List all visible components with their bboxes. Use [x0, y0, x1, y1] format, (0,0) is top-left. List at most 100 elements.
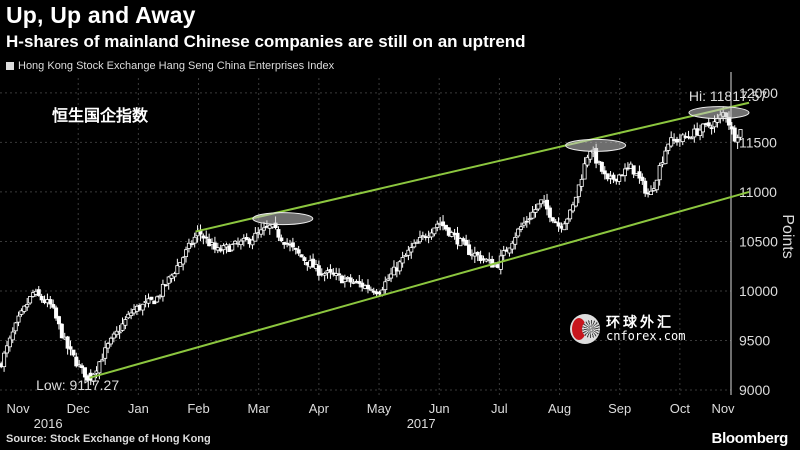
- x-tick-label: Jun: [429, 401, 450, 416]
- candle-body: [155, 296, 160, 303]
- candle-body: [51, 304, 56, 308]
- candle-body: [622, 168, 627, 177]
- candle-body: [82, 367, 87, 378]
- candle-body: [36, 289, 41, 296]
- candle-body: [4, 345, 9, 354]
- touch-highlight: [565, 138, 627, 152]
- candle-body: [299, 254, 304, 258]
- candle-body: [250, 239, 255, 246]
- candle-body: [700, 123, 705, 133]
- candle-body: [599, 161, 604, 172]
- candle-body: [160, 283, 165, 297]
- candle-body: [666, 143, 671, 151]
- candle-body: [140, 303, 145, 311]
- candle-body: [175, 265, 180, 275]
- candle-body: [311, 258, 316, 268]
- candle-body: [565, 218, 570, 224]
- x-tick-label: Nov: [711, 401, 735, 416]
- x-tick-label: Jan: [128, 401, 149, 416]
- candle-body: [415, 241, 420, 244]
- candle-body: [669, 137, 674, 147]
- candle-body: [573, 196, 578, 207]
- candle-body: [22, 305, 27, 312]
- candle-body: [643, 180, 648, 194]
- candle-body: [129, 312, 134, 316]
- candle-body: [521, 222, 526, 226]
- touch-highlight: [688, 106, 750, 120]
- candle-body: [290, 242, 295, 248]
- candle-body: [365, 284, 370, 290]
- x-tick-label: May: [367, 401, 392, 416]
- x-tick-label: Mar: [248, 401, 271, 416]
- candle-body: [556, 222, 561, 227]
- candle-body: [516, 228, 521, 237]
- y-tick-label: 11000: [739, 184, 777, 200]
- x-tick-label: Aug: [548, 401, 571, 416]
- candle-body: [39, 295, 44, 301]
- candle-body: [686, 136, 691, 139]
- candle-body: [403, 254, 408, 257]
- candle-body: [296, 249, 301, 254]
- candle-body: [409, 247, 414, 253]
- candle-body: [172, 273, 177, 278]
- x-tick-label: Oct: [670, 401, 691, 416]
- candle-body: [80, 365, 85, 368]
- candle-body: [383, 281, 388, 291]
- candle-body: [192, 236, 197, 244]
- candle-body: [337, 273, 342, 276]
- candle-body: [13, 322, 18, 332]
- candle-body: [108, 337, 113, 345]
- candle-body: [19, 310, 24, 315]
- candle-body: [360, 282, 365, 288]
- legend: Hong Kong Stock Exchange Hang Seng China…: [6, 60, 334, 72]
- x-year-label: 2016: [34, 416, 63, 431]
- candle-body: [524, 220, 529, 223]
- candle-body: [533, 209, 538, 213]
- index-label: 恒生国企指数: [52, 106, 149, 125]
- candle-body: [71, 349, 76, 356]
- candle-body: [204, 236, 209, 239]
- candle-body: [585, 156, 590, 166]
- candle-body: [368, 288, 373, 291]
- candle-body: [553, 221, 558, 224]
- y-tick-label: 11500: [739, 134, 777, 150]
- candle-body: [712, 121, 717, 128]
- candle-body: [149, 296, 154, 300]
- x-tick-label: Nov: [6, 401, 30, 416]
- extreme-annotation: Low: 9117.27: [36, 377, 119, 393]
- candle-body: [458, 238, 463, 247]
- candle-body: [56, 316, 61, 325]
- candle-body: [146, 298, 151, 304]
- candle-body: [120, 323, 125, 331]
- source-note: Source: Stock Exchange of Hong Kong: [6, 433, 211, 445]
- candle-body: [501, 250, 506, 256]
- candle-body: [166, 276, 171, 284]
- candle-body: [285, 242, 290, 245]
- candle-body: [475, 251, 480, 256]
- candle-body: [279, 237, 284, 242]
- candle-body: [111, 333, 116, 339]
- candle-body: [527, 218, 532, 221]
- candle-body: [322, 273, 327, 276]
- candle-body: [221, 245, 226, 251]
- candle-body: [582, 163, 587, 180]
- candle-body: [293, 247, 298, 250]
- candle-body: [262, 227, 267, 231]
- candle-body: [186, 242, 191, 249]
- candle-body: [571, 204, 576, 212]
- candle-body: [513, 236, 518, 245]
- candle-body: [530, 211, 535, 219]
- candle-body: [706, 122, 711, 127]
- candle-body: [28, 296, 33, 304]
- y-axis-title: Points: [779, 214, 796, 258]
- candle-body: [441, 221, 446, 227]
- extreme-annotation: Hi: 11817.57: [689, 88, 768, 104]
- watermark-en: cnforex.com: [606, 329, 686, 344]
- candle-body: [259, 229, 264, 235]
- candle-body: [507, 247, 512, 254]
- candle-body: [357, 281, 362, 284]
- x-tick-label: Sep: [608, 401, 631, 416]
- candle-body: [212, 242, 217, 250]
- candle-body: [443, 224, 448, 230]
- candle-body: [230, 244, 235, 251]
